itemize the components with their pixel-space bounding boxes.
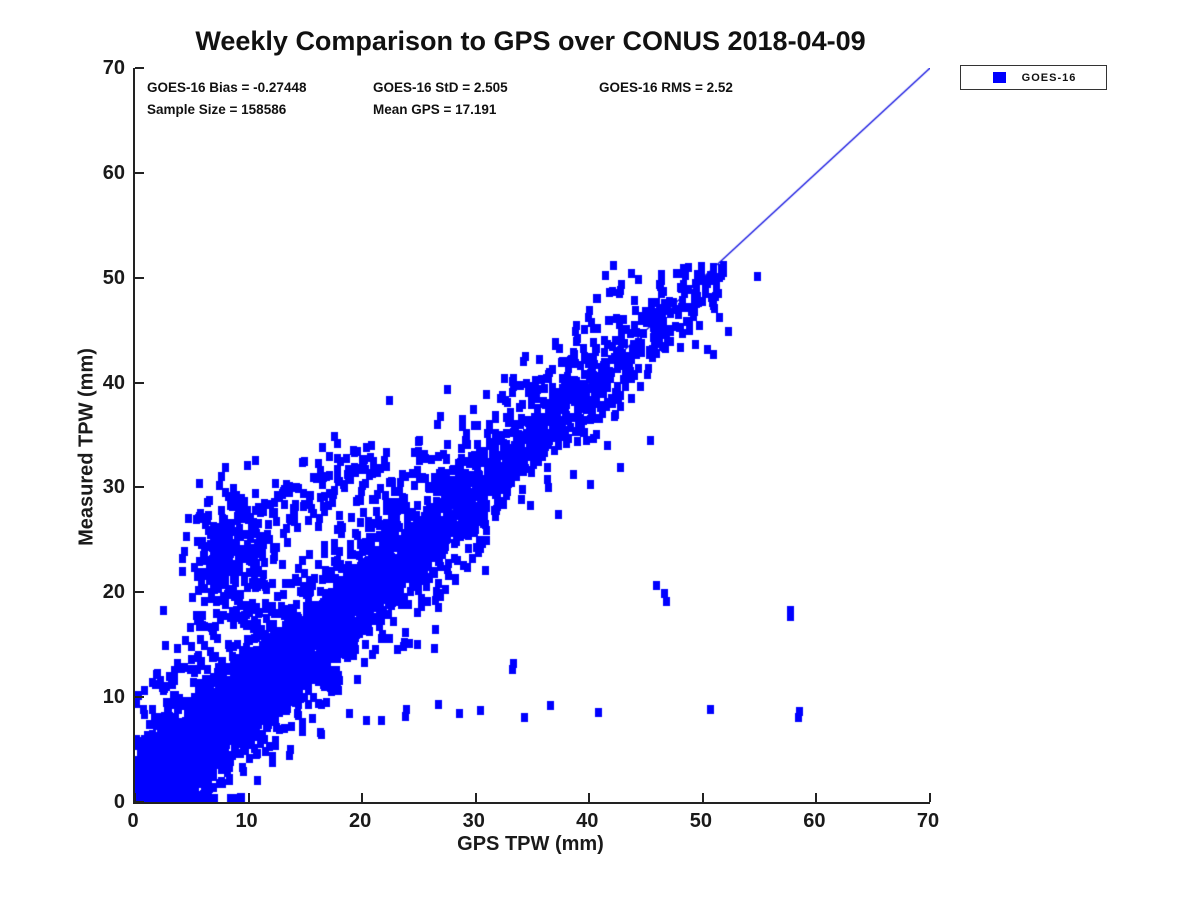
y-axis-tick-mark	[135, 591, 144, 594]
x-axis-tick-mark	[247, 793, 250, 802]
x-axis-tick-mark	[929, 793, 931, 802]
x-axis-tick-mark	[588, 793, 591, 802]
y-axis-tick-mark	[135, 696, 144, 699]
y-tick-label: 50	[102, 266, 125, 289]
y-tick-label: 10	[102, 686, 125, 709]
x-tick-label: 70	[916, 810, 940, 832]
y-axis-tick-mark	[135, 67, 144, 69]
scatter-plot-canvas	[135, 68, 930, 802]
x-axis-label: GPS TPW (mm)	[457, 833, 604, 855]
x-axis-tick-mark	[361, 793, 364, 802]
chart-title: Weekly Comparison to GPS over CONUS 2018…	[195, 26, 866, 56]
x-tick-label: 0	[127, 810, 139, 832]
x-tick-label: 50	[689, 810, 712, 832]
y-tick-label: 70	[102, 57, 125, 79]
y-axis-tick-mark	[135, 801, 144, 803]
y-tick-label: 30	[102, 476, 125, 499]
y-tick-label: 60	[102, 161, 125, 184]
x-axis-tick-mark	[474, 793, 477, 802]
x-tick-label: 60	[803, 810, 826, 832]
x-tick-label: 30	[462, 810, 485, 832]
y-axis-tick-mark	[135, 171, 144, 174]
x-axis-tick-mark	[815, 793, 818, 802]
legend-box: GOES-16	[960, 65, 1107, 90]
y-axis-tick-mark	[135, 381, 144, 384]
plot-area	[133, 67, 931, 804]
y-tick-label: 40	[102, 371, 125, 394]
legend-series-label: GOES-16	[1021, 71, 1077, 84]
x-tick-label: 40	[576, 810, 599, 832]
y-axis-tick-mark	[135, 276, 144, 279]
x-tick-label: 20	[349, 810, 372, 832]
x-axis-tick-mark	[701, 793, 704, 802]
x-axis-tick-mark	[134, 793, 136, 802]
y-tick-label: 0	[113, 791, 125, 813]
y-axis-tick-mark	[135, 486, 144, 489]
legend-series-marker-icon	[993, 72, 1006, 83]
x-tick-label: 10	[235, 810, 258, 832]
y-tick-label: 20	[102, 581, 125, 604]
